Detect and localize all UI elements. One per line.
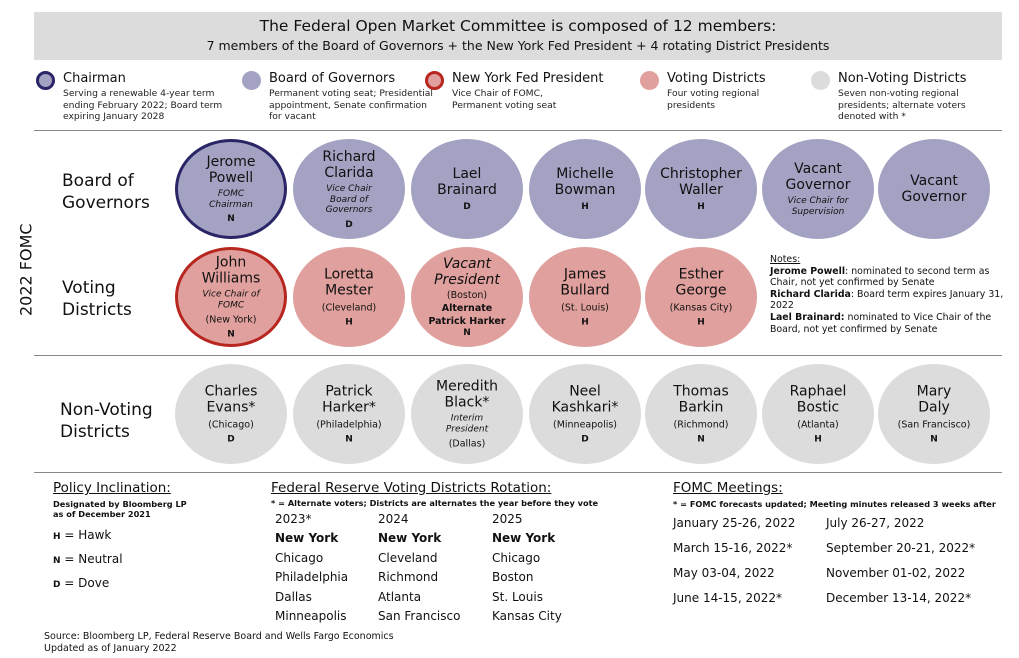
rotation-column-2023: 2023* New York Chicago Philadelphia Dall… — [275, 512, 349, 624]
member-vacant-governor-vcs: Vacant Governor Vice Chair for Supervisi… — [762, 139, 874, 239]
member-raphael-bostic: Raphael Bostic (Atlanta) H — [762, 364, 874, 464]
member-michelle-bowman: Michelle Bowman H — [529, 139, 641, 239]
member-vacant-president-boston: Vacant President (Boston) Alternate Patr… — [411, 247, 523, 347]
legend-dot-nyfed — [425, 71, 444, 90]
meetings-subtitle: * = FOMC forecasts updated; Meeting minu… — [673, 499, 996, 509]
policy-hawk: H = Hawk — [53, 528, 112, 542]
rotation-column-2024: 2024 New York Cleveland Richmond Atlanta… — [378, 512, 461, 624]
meeting-mar: March 15-16, 2022* — [673, 541, 793, 555]
source-note: Source: Bloomberg LP, Federal Reserve Bo… — [44, 631, 394, 642]
row-label-nonvoting: Non-Voting Districts — [60, 400, 153, 442]
rotation-column-2025: 2025 New York Chicago Boston St. Louis K… — [492, 512, 562, 624]
updated-note: Updated as of January 2022 — [44, 643, 177, 654]
member-neel-kashkari: Neel Kashkari* (Minneapolis) D — [529, 364, 641, 464]
side-label: 2022 FOMC — [16, 223, 36, 316]
rotation-title: Federal Reserve Voting Districts Rotatio… — [271, 480, 552, 496]
note-brainard: Lael Brainard: nominated to Vice Chair o… — [770, 311, 992, 335]
member-vacant-governor: Vacant Governor — [878, 139, 990, 239]
meeting-jul: July 26-27, 2022 — [826, 516, 925, 530]
meeting-dec: December 13-14, 2022* — [826, 591, 972, 605]
member-jerome-powell: Jerome Powell FOMC Chairman N — [175, 139, 287, 239]
row-label-voting: Voting Districts — [62, 278, 132, 320]
divider-middle — [34, 355, 1002, 356]
header-banner: The Federal Open Market Committee is com… — [34, 12, 1002, 60]
legend-dot-voting — [640, 71, 659, 90]
note-powell: Jerome Powell: nominated to second term … — [770, 265, 990, 289]
member-james-bullard: James Bullard (St. Louis) H — [529, 247, 641, 347]
diagram-title: The Federal Open Market Committee is com… — [259, 17, 777, 35]
legend-dot-nonvoting — [811, 71, 830, 90]
policy-subtitle: Designated by Bloomberg LP as of Decembe… — [53, 499, 187, 519]
meeting-jan: January 25-26, 2022 — [673, 516, 796, 530]
notes-box: Notes: Jerome Powell: nominated to secon… — [770, 254, 1006, 335]
member-christopher-waller: Christopher Waller H — [645, 139, 757, 239]
policy-dove: D = Dove — [53, 576, 110, 590]
legend-dot-chairman — [36, 71, 55, 90]
footer: Source: Bloomberg LP, Federal Reserve Bo… — [44, 631, 394, 655]
meeting-may: May 03-04, 2022 — [673, 566, 775, 580]
meeting-nov: November 01-02, 2022 — [826, 566, 966, 580]
policy-neutral: N = Neutral — [53, 552, 123, 566]
legend-dot-governors — [242, 71, 261, 90]
policy-title: Policy Inclination: — [53, 480, 171, 496]
row-label-governors: Board of Governors — [62, 171, 150, 213]
meeting-sep: September 20-21, 2022* — [826, 541, 976, 555]
member-mary-daly: Mary Daly (San Francisco) N — [878, 364, 990, 464]
member-lael-brainard: Lael Brainard D — [411, 139, 523, 239]
divider-top — [34, 130, 1002, 131]
divider-bottom — [34, 472, 1002, 473]
member-meredith-black: Meredith Black* Interim President (Dalla… — [411, 364, 523, 464]
member-thomas-barkin: Thomas Barkin (Richmond) N — [645, 364, 757, 464]
member-john-williams: John Williams Vice Chair of FOMC (New Yo… — [175, 247, 287, 347]
meeting-jun: June 14-15, 2022* — [673, 591, 782, 605]
member-esther-george: Esther George (Kansas City) H — [645, 247, 757, 347]
member-richard-clarida: Richard Clarida Vice Chair Board of Gove… — [293, 139, 405, 239]
note-clarida: Richard Clarida: Board term expires Janu… — [770, 288, 1004, 312]
member-loretta-mester: Loretta Mester (Cleveland) H — [293, 247, 405, 347]
meetings-title: FOMC Meetings: — [673, 480, 783, 496]
diagram-subtitle: 7 members of the Board of Governors + th… — [206, 38, 830, 53]
member-charles-evans: Charles Evans* (Chicago) D — [175, 364, 287, 464]
rotation-subtitle: * = Alternate voters; Districts are alte… — [271, 498, 599, 508]
member-patrick-harker: Patrick Harker* (Philadelphia) N — [293, 364, 405, 464]
